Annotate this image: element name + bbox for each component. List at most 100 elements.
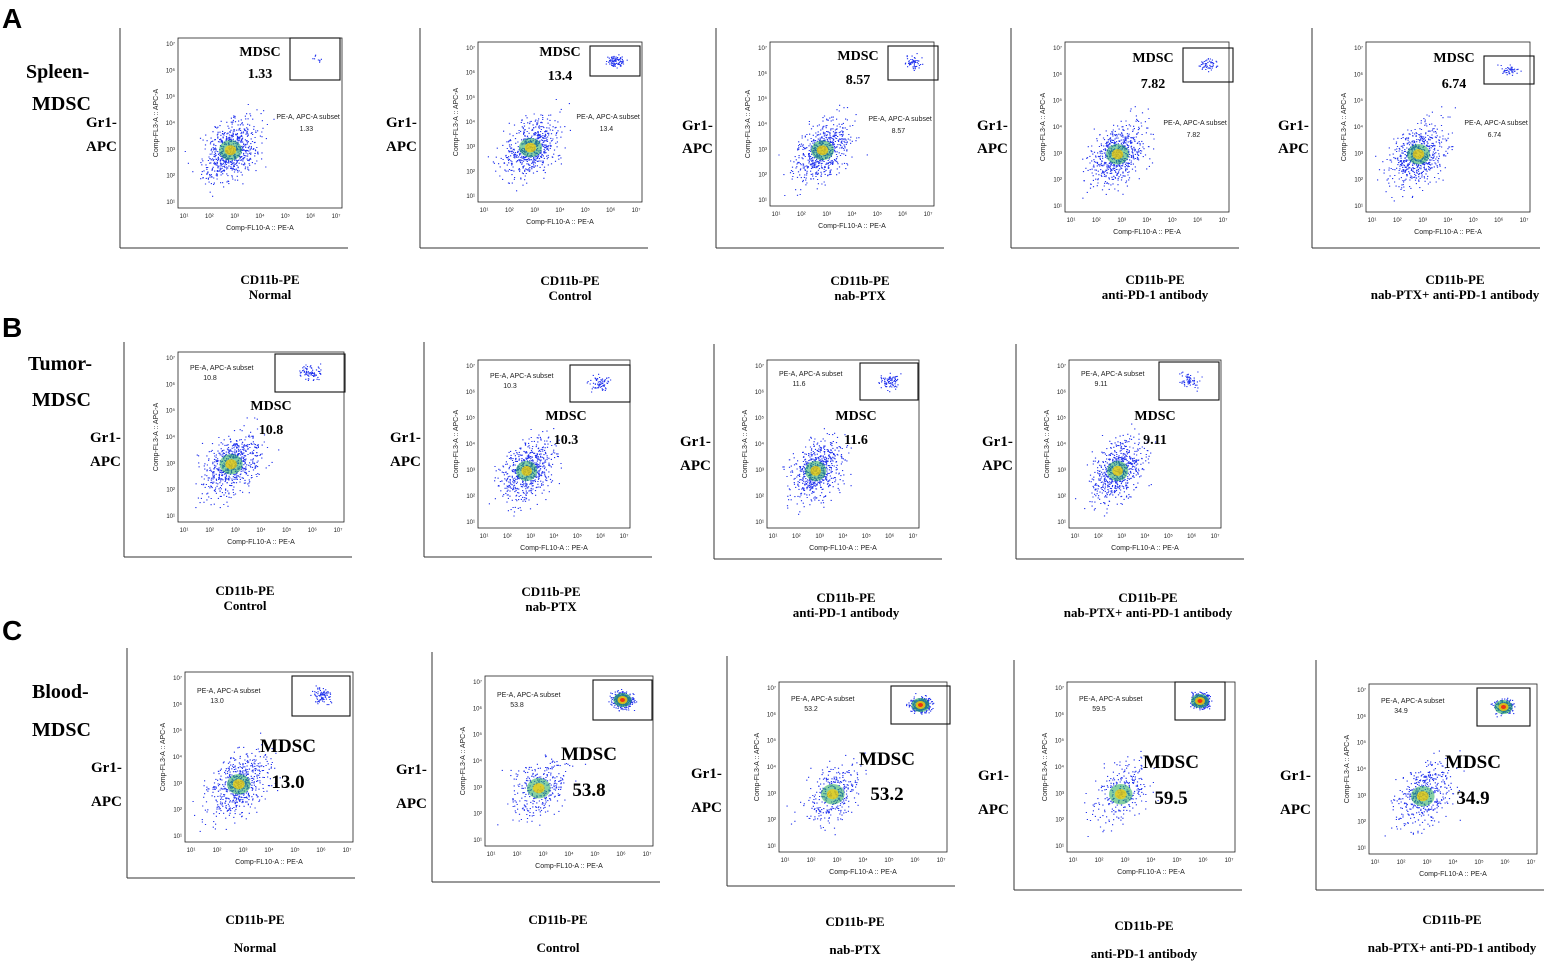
y-tick-label: 10¹ bbox=[1053, 204, 1062, 210]
x-tick-label: 10⁶ bbox=[308, 527, 318, 534]
x-tick-label: 10⁷ bbox=[632, 207, 641, 214]
internal-y-axis-label: Comp-FL3-A :: APC-A bbox=[1040, 92, 1047, 161]
density-peak bbox=[826, 789, 839, 800]
internal-y-axis-label: Comp-FL3-A :: APC-A bbox=[1042, 732, 1049, 801]
mdsc-label: MDSC bbox=[1433, 51, 1474, 66]
y-tick-label: 10⁷ bbox=[1057, 363, 1066, 370]
internal-x-axis-label: Comp-FL10-A :: PE-A bbox=[235, 859, 303, 866]
x-axis-label: CD11b-PE bbox=[521, 584, 580, 599]
internal-y-axis-label: Comp-FL3-A :: APC-A bbox=[754, 732, 761, 801]
y-tick-label: 10³ bbox=[166, 461, 175, 467]
x-tick-label: 10⁶ bbox=[910, 857, 920, 864]
y-axis-label-line1: Gr1- bbox=[982, 434, 1013, 450]
plot-B-6: 10¹ 10¹ 10² 10² 10³ 10³ 10⁴ 10⁴ 10⁵ 10⁵ 10⁶ 10⁶ 10⁷ 1… bbox=[390, 342, 652, 614]
x-axis-label: CD11b-PE bbox=[825, 914, 884, 929]
x-tick-label: 10¹ bbox=[180, 214, 189, 220]
internal-y-axis-label: Comp-FL3-A :: APC-A bbox=[1044, 409, 1051, 478]
x-tick-label: 10³ bbox=[1117, 218, 1126, 224]
subset-label: PE-A, APC-A subset bbox=[490, 373, 553, 380]
scatter-dots bbox=[192, 685, 333, 832]
mdsc-percent: 11.6 bbox=[844, 433, 868, 448]
x-tick-label: 10³ bbox=[231, 528, 240, 534]
plot-area bbox=[766, 359, 920, 529]
y-tick-label: 10¹ bbox=[758, 198, 767, 204]
plot-area bbox=[1365, 41, 1531, 213]
plot-C-13: 10¹ 10¹ 10² 10² 10³ 10³ 10⁴ 10⁴ 10⁵ 10⁵ 10⁶ 10⁶ 10⁷ 1… bbox=[1280, 660, 1544, 955]
y-tick-label: 10⁶ bbox=[166, 67, 176, 74]
x-tick-label: 10⁵ bbox=[1474, 859, 1484, 866]
x-tick-label: 10¹ bbox=[772, 212, 781, 218]
x-tick-label: 10³ bbox=[1418, 218, 1427, 224]
y-axis-label-line2: APC bbox=[396, 796, 427, 812]
density-peak bbox=[524, 142, 537, 153]
x-tick-label: 10⁴ bbox=[555, 207, 565, 214]
scatter-dots bbox=[1082, 58, 1219, 199]
y-tick-label: 10² bbox=[1354, 178, 1363, 184]
subset-label: PE-A, APC-A subset bbox=[1081, 371, 1144, 378]
group-label: nab-PTX+ anti-PD-1 antibody bbox=[1371, 287, 1540, 302]
y-tick-label: 10⁵ bbox=[1057, 415, 1067, 422]
plot-A-4: 10¹ 10¹ 10² 10² 10³ 10³ 10⁴ 10⁴ 10⁵ 10⁵ 10⁶ 10⁶ 10⁷ 1… bbox=[1278, 28, 1540, 302]
mdsc-percent: 10.3 bbox=[554, 433, 579, 448]
subset-percent: 53.2 bbox=[804, 706, 818, 713]
subset-label: PE-A, APC-A subset bbox=[1079, 696, 1142, 703]
y-tick-label: 10⁷ bbox=[466, 45, 475, 52]
x-axis-label: CD11b-PE bbox=[528, 912, 587, 927]
internal-x-axis-label: Comp-FL10-A :: PE-A bbox=[829, 869, 897, 876]
x-tick-label: 10⁵ bbox=[884, 857, 894, 864]
mdsc-percent: 53.2 bbox=[870, 784, 903, 805]
y-tick-label: 10⁵ bbox=[173, 728, 183, 735]
plot-B-5: 10¹ 10¹ 10² 10² 10³ 10³ 10⁴ 10⁴ 10⁵ 10⁵ 10⁶ 10⁶ 10⁷ 1… bbox=[90, 342, 352, 613]
y-tick-label: 10² bbox=[473, 812, 482, 818]
x-axis-label: CD11b-PE bbox=[225, 912, 284, 927]
density-peak bbox=[810, 465, 821, 476]
row-label-c-line1: Blood- bbox=[32, 681, 89, 703]
x-tick-label: 10¹ bbox=[480, 208, 489, 214]
plot-area bbox=[177, 351, 345, 523]
scatter-dots bbox=[487, 54, 628, 192]
group-label: Normal bbox=[234, 940, 277, 955]
mdsc-percent: 6.74 bbox=[1442, 77, 1467, 92]
x-tick-label: 10³ bbox=[833, 858, 842, 864]
internal-y-axis-label: Comp-FL3-A :: APC-A bbox=[742, 409, 749, 478]
mdsc-gate bbox=[291, 675, 351, 717]
y-tick-label: 10⁴ bbox=[755, 441, 765, 448]
y-tick-label: 10³ bbox=[466, 468, 475, 474]
gate-density-peak bbox=[918, 703, 923, 707]
mdsc-gate bbox=[859, 362, 919, 401]
y-tick-label: 10⁷ bbox=[758, 45, 767, 52]
x-tick-label: 10⁷ bbox=[1225, 857, 1234, 864]
y-tick-label: 10³ bbox=[758, 147, 767, 153]
x-tick-label: 10² bbox=[797, 212, 806, 218]
y-axis-label-line1: Gr1- bbox=[1280, 768, 1311, 784]
internal-y-axis-label: Comp-FL3-A :: APC-A bbox=[160, 722, 167, 791]
internal-y-axis-label: Comp-FL3-A :: APC-A bbox=[1344, 734, 1351, 803]
plot-area bbox=[484, 675, 654, 847]
x-tick-label: 10¹ bbox=[1069, 858, 1078, 864]
subset-label: PE-A, APC-A subset bbox=[791, 696, 854, 703]
mdsc-gate bbox=[592, 679, 653, 721]
y-axis-label-line1: Gr1- bbox=[978, 768, 1009, 784]
x-tick-label: 10¹ bbox=[187, 848, 196, 854]
x-tick-label: 10⁷ bbox=[909, 533, 918, 540]
x-axis-label: CD11b-PE bbox=[1422, 912, 1481, 927]
y-axis-label-line2: APC bbox=[682, 141, 713, 157]
internal-x-axis-label: Comp-FL10-A :: PE-A bbox=[226, 225, 294, 232]
y-tick-label: 10³ bbox=[1057, 468, 1066, 474]
y-tick-label: 10⁶ bbox=[466, 70, 476, 77]
x-tick-label: 10² bbox=[213, 848, 222, 854]
density-peak bbox=[1114, 789, 1127, 800]
mdsc-percent: 13.4 bbox=[548, 69, 573, 84]
plot-area bbox=[1064, 41, 1230, 213]
x-tick-label: 10² bbox=[1094, 534, 1103, 540]
y-tick-label: 10⁴ bbox=[758, 121, 768, 128]
plot-A-0: 10¹ 10¹ 10² 10² 10³ 10³ 10⁴ 10⁴ 10⁵ 10⁵ 10⁶ 10⁶ 10⁷ 1… bbox=[86, 28, 348, 302]
group-label: nab-PTX bbox=[525, 599, 577, 614]
x-axis-label: CD11b-PE bbox=[1118, 590, 1177, 605]
x-tick-label: 10⁵ bbox=[581, 207, 591, 214]
subset-label: PE-A, APC-A subset bbox=[868, 116, 931, 123]
x-tick-label: 10¹ bbox=[480, 534, 489, 540]
scatter-dots bbox=[1375, 64, 1522, 202]
y-tick-label: 10¹ bbox=[1055, 844, 1064, 850]
y-tick-label: 10⁶ bbox=[1057, 389, 1067, 396]
